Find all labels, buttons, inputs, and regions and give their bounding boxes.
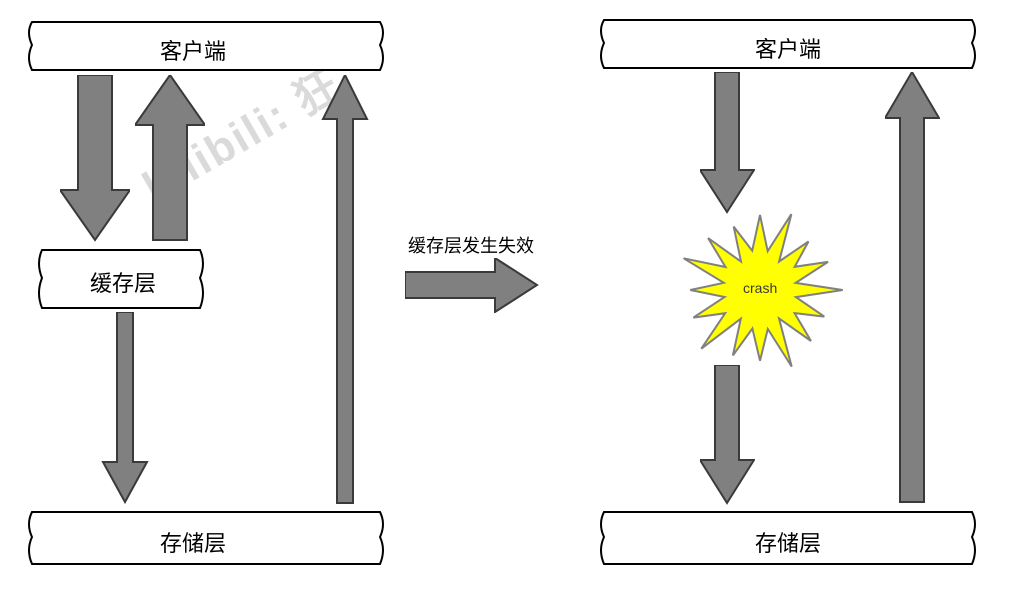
right-storage-label: 存储层: [755, 526, 821, 558]
arrow-storage-to-client-right: [885, 72, 940, 507]
right-client-label: 客户端: [755, 32, 821, 64]
arrow-cache-to-client: [135, 75, 205, 245]
watermark-text: bilibili: 狂: [129, 49, 352, 214]
arrow-client-to-cache: [60, 75, 130, 245]
left-cache-label: 缓存层: [90, 266, 156, 298]
arrow-client-to-crash: [700, 72, 755, 217]
arrow-storage-to-client-left: [320, 75, 370, 507]
cache-failure-diagram: bilibili: 狂 客户端 缓存层 存储层 缓存层发生失效 客户端: [0, 0, 1015, 596]
transition-label: 缓存层发生失效: [408, 232, 534, 258]
arrow-cache-to-storage: [100, 312, 150, 507]
arrow-transition: [405, 258, 540, 313]
left-client-label: 客户端: [160, 34, 226, 66]
arrow-crash-to-storage: [700, 365, 755, 507]
crash-label: crash: [743, 280, 777, 296]
left-storage-label: 存储层: [160, 526, 226, 558]
